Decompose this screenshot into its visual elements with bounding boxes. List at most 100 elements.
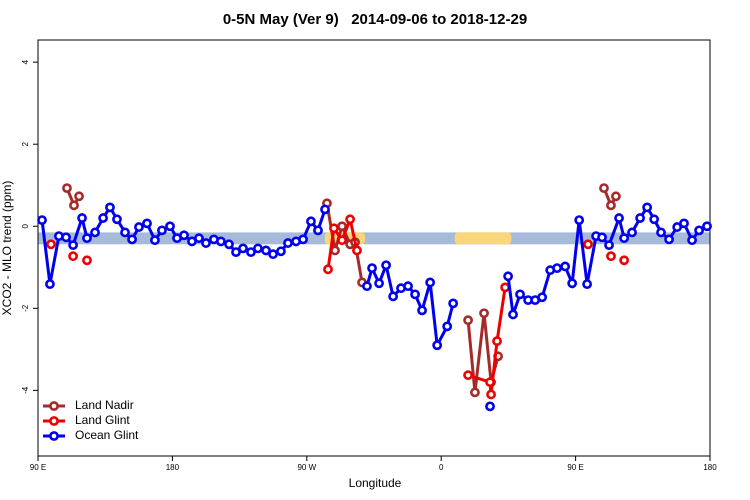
y-tick-label: -2 [21,304,30,312]
point [694,225,704,236]
point [283,238,293,248]
point [276,246,286,257]
point [614,213,624,223]
point [664,234,674,245]
point [582,279,592,290]
point [306,216,316,227]
point [68,240,78,251]
point [345,214,356,225]
point [425,277,436,288]
point [246,247,256,258]
point [352,245,362,256]
point [362,281,372,292]
point [82,233,92,244]
point [656,227,666,238]
point [432,340,443,351]
point [61,232,71,243]
point [479,308,489,319]
point [635,213,646,223]
point [604,240,614,251]
point [679,218,689,229]
point [611,191,621,202]
point [120,227,130,238]
point [442,321,453,332]
point [410,289,420,300]
point [231,247,241,258]
x-tick-label: 180 [703,463,717,472]
point [619,255,630,266]
point [320,204,330,215]
y-tick-label: 0 [21,223,30,228]
point [150,235,160,246]
point [82,255,92,266]
point [508,309,518,320]
point [337,235,347,246]
point [492,336,502,347]
point [337,221,347,232]
point [374,278,384,289]
point [46,239,56,250]
point [515,289,525,300]
legend-marker [49,401,59,411]
point [201,238,211,248]
point [463,370,473,381]
point [567,278,578,289]
point [45,279,55,290]
y-tick-label: -4 [21,386,30,394]
point [165,221,175,232]
point [485,401,495,412]
legend-marker [49,416,59,426]
point [687,235,697,246]
point [367,263,377,274]
point [238,243,248,254]
x-tick-label: 90 E [30,463,46,472]
point [142,218,152,229]
point [90,227,100,238]
series-line [328,219,624,394]
y-tick-label: 2 [21,141,30,146]
point [560,261,571,272]
point [486,389,496,400]
point [127,234,137,245]
point [261,245,271,256]
legend-label: Land Glint [75,413,130,427]
point [69,200,79,211]
point [672,222,683,232]
point [500,282,511,293]
point [599,183,609,194]
point [463,315,473,326]
x-tick-label: 0 [439,463,444,472]
point [388,291,399,302]
point [77,213,87,223]
x-axis-label: Longitude [349,476,402,490]
point [298,234,308,245]
point [112,214,122,225]
chart-title: 0-5N May (Ver 9) 2014-09-06 to 2018-12-2… [223,11,527,28]
point [619,233,630,244]
x-tick-label: 90 W [297,463,316,472]
point [194,233,204,244]
point [313,225,323,236]
point [485,377,495,388]
point [606,200,616,211]
point [642,202,653,213]
point [224,239,234,250]
point [417,305,427,316]
point [702,221,712,232]
point [606,251,616,262]
point [179,230,189,241]
point [403,281,413,292]
series-line [65,187,618,393]
plot-frame [37,39,711,457]
point [583,239,593,250]
legend-marker [49,431,59,441]
point [157,225,167,236]
point [253,243,263,254]
point [68,251,78,262]
point [74,191,84,202]
legend-label: Land Nadir [75,398,134,412]
point [597,232,607,243]
band [38,232,710,245]
point [105,202,115,213]
x-tick-label: 180 [166,463,180,472]
